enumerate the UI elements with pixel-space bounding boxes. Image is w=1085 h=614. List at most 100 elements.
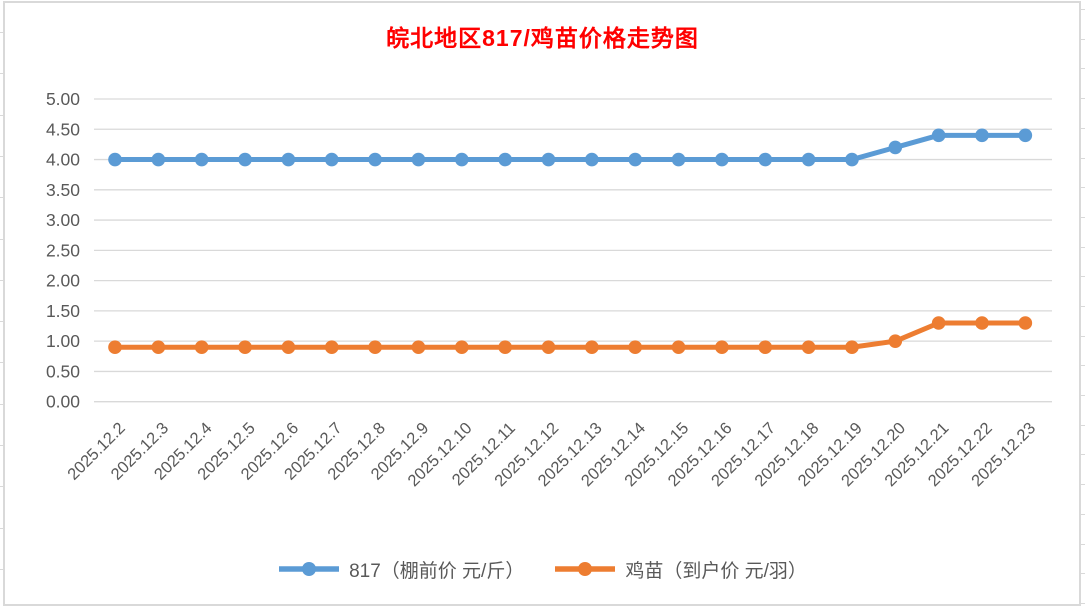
worksheet-row-line bbox=[1081, 9, 1085, 10]
data-point-817 bbox=[888, 140, 903, 155]
legend-line-marker-icon bbox=[555, 562, 616, 576]
worksheet-row-line bbox=[1081, 128, 1085, 129]
data-point-jimiao bbox=[931, 316, 946, 330]
worksheet-row-line bbox=[0, 445, 4, 446]
worksheet-row-line bbox=[1081, 365, 1085, 366]
data-point-817 bbox=[455, 152, 469, 167]
worksheet-row-line bbox=[1081, 158, 1085, 159]
worksheet-row-line bbox=[1081, 247, 1085, 248]
worksheet-row-line bbox=[0, 197, 4, 198]
series-line-jimiao bbox=[112, 320, 1028, 350]
worksheet-row-line bbox=[0, 569, 4, 570]
data-point-817 bbox=[1018, 128, 1033, 143]
data-point-jimiao bbox=[541, 340, 556, 355]
data-point-817 bbox=[931, 128, 946, 143]
worksheet-row-line bbox=[1081, 573, 1085, 574]
data-point-jimiao bbox=[585, 340, 599, 355]
data-point-jimiao bbox=[975, 316, 989, 330]
y-axis-tick-label: 3.00 bbox=[46, 210, 80, 230]
data-point-jimiao bbox=[324, 340, 339, 355]
worksheet-row-line bbox=[1081, 39, 1085, 40]
worksheet-row-line bbox=[0, 73, 4, 74]
worksheet-row-line bbox=[0, 32, 4, 33]
data-point-817 bbox=[585, 152, 599, 167]
data-point-jimiao bbox=[455, 340, 469, 355]
data-point-817 bbox=[324, 152, 339, 167]
legend-line-marker-icon bbox=[279, 562, 340, 576]
data-point-817 bbox=[498, 152, 512, 167]
data-point-817 bbox=[845, 152, 859, 167]
data-point-817 bbox=[411, 152, 426, 167]
data-point-817 bbox=[194, 152, 209, 167]
data-point-jimiao bbox=[411, 340, 426, 355]
legend-item-817: 817（棚前价 元/斤） bbox=[278, 556, 524, 583]
worksheet-row-line bbox=[1081, 544, 1085, 545]
data-point-jimiao bbox=[281, 340, 296, 355]
worksheet-row-line bbox=[1081, 306, 1085, 307]
data-point-jimiao bbox=[715, 340, 729, 355]
worksheet-row-line bbox=[1081, 395, 1085, 396]
y-axis-tick-label: 3.50 bbox=[46, 180, 80, 200]
legend-item-jimiao: 鸡苗（到户价 元/羽） bbox=[554, 556, 807, 583]
worksheet-row-line bbox=[1081, 454, 1085, 455]
data-point-jimiao bbox=[758, 340, 773, 355]
worksheet-row-line bbox=[1081, 276, 1085, 277]
chart-title: 皖北地区817/鸡苗价格走势图 bbox=[386, 25, 699, 51]
legend-label: 鸡苗（到户价 元/羽） bbox=[625, 560, 807, 582]
worksheet-row-line bbox=[0, 362, 4, 363]
worksheet-row-line bbox=[1081, 68, 1085, 69]
worksheet-row-line bbox=[0, 280, 4, 281]
data-point-817 bbox=[238, 152, 252, 167]
worksheet-row-line bbox=[1081, 336, 1085, 337]
data-point-817 bbox=[151, 152, 166, 167]
data-point-817 bbox=[368, 152, 382, 167]
data-point-jimiao bbox=[368, 340, 382, 355]
worksheet-row-line bbox=[1081, 603, 1085, 604]
legend: 817（棚前价 元/斤） 鸡苗（到户价 元/羽） bbox=[0, 553, 1085, 585]
y-axis-tick-label: 1.00 bbox=[46, 331, 80, 351]
worksheet-row-line bbox=[0, 239, 4, 240]
data-point-817 bbox=[281, 152, 296, 167]
worksheet-row-line bbox=[1081, 484, 1085, 485]
data-point-jimiao bbox=[194, 340, 209, 355]
data-point-jimiao bbox=[671, 340, 686, 355]
data-point-jimiao bbox=[845, 340, 859, 355]
data-point-jimiao bbox=[108, 340, 122, 355]
worksheet-row-line bbox=[0, 321, 4, 322]
data-point-817 bbox=[541, 152, 556, 167]
y-axis-tick-label: 4.00 bbox=[46, 150, 80, 170]
data-point-jimiao bbox=[628, 340, 642, 355]
worksheet-row-line bbox=[1081, 425, 1085, 426]
worksheet-row-line bbox=[0, 404, 4, 405]
data-point-jimiao bbox=[151, 340, 166, 355]
y-axis-tick-label: 4.50 bbox=[46, 119, 80, 139]
y-axis-tick-label: 0.00 bbox=[46, 392, 80, 412]
worksheet-row-line bbox=[1081, 514, 1085, 515]
data-point-817 bbox=[801, 152, 816, 167]
data-point-817 bbox=[628, 152, 642, 167]
data-point-817 bbox=[758, 152, 773, 167]
data-point-817 bbox=[975, 128, 989, 143]
data-point-817 bbox=[715, 152, 729, 167]
y-axis-tick-label: 1.50 bbox=[46, 301, 80, 321]
data-point-817 bbox=[671, 152, 686, 167]
y-axis-tick-label: 5.00 bbox=[46, 89, 80, 109]
worksheet-row-line bbox=[1081, 98, 1085, 99]
worksheet-row-line bbox=[0, 528, 4, 529]
data-point-jimiao bbox=[498, 340, 512, 355]
worksheet-row-line bbox=[0, 115, 4, 116]
data-point-jimiao bbox=[801, 340, 816, 355]
worksheet-row-line bbox=[1081, 187, 1085, 188]
worksheet-row-line bbox=[1081, 217, 1085, 218]
y-axis-tick-label: 2.50 bbox=[46, 240, 80, 260]
y-axis-tick-label: 0.50 bbox=[46, 361, 80, 381]
data-point-jimiao bbox=[888, 334, 903, 348]
series-line-817 bbox=[112, 132, 1028, 163]
data-point-jimiao bbox=[1018, 316, 1033, 330]
y-axis-tick-label: 2.00 bbox=[46, 271, 80, 291]
worksheet-row-line bbox=[0, 486, 4, 487]
chart-area bbox=[3, 1, 1081, 606]
legend-label: 817（棚前价 元/斤） bbox=[349, 560, 525, 582]
